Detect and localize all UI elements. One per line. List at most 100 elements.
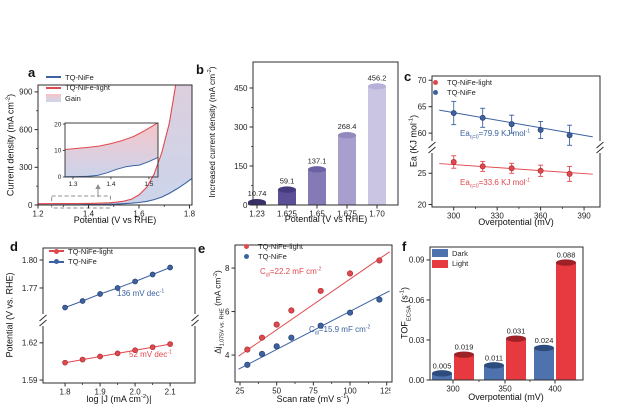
svg-text:1.4: 1.4 (106, 181, 115, 188)
panel-a-inset-graphics (65, 123, 158, 177)
panel-d-tafel-slope-dark: 136 mV dec-1 (117, 288, 165, 298)
rect-swatch (432, 259, 448, 268)
panel-b-xlabel: Potential (V vs RHE) (284, 214, 368, 224)
svg-text:330: 330 (490, 212, 504, 221)
dot-swatch (433, 79, 438, 85)
svg-text:150: 150 (234, 162, 248, 171)
panel-c-annotation-light: Eaη=0=33.6 KJ mol-1 (460, 177, 531, 190)
svg-text:0.031: 0.031 (507, 327, 526, 336)
svg-text:1.59: 1.59 (22, 376, 38, 385)
series-TQ-NiFe (439, 100, 593, 146)
panel-e-letter: e (198, 241, 206, 256)
svg-text:400: 400 (548, 385, 562, 394)
panel-d-ylabel: Potential (V vs. RHE) (4, 272, 15, 358)
legend-item: TQ-NiFe-light (428, 77, 492, 88)
legend-label: Dark (452, 248, 468, 258)
panel-a-ylabel: Current density (mA cm-2) (5, 93, 16, 197)
dot-swatch (433, 90, 438, 96)
series-TQ-NiFe-light (439, 155, 593, 182)
svg-text:2.0: 2.0 (130, 388, 142, 397)
svg-text:1.675: 1.675 (337, 210, 358, 219)
legend-item: TQ-NiFe (46, 72, 110, 83)
svg-text:1.23: 1.23 (249, 210, 265, 219)
line-dot-swatch (49, 259, 64, 265)
svg-text:1.6: 1.6 (133, 210, 145, 219)
svg-text:60: 60 (418, 129, 427, 138)
legend-label: Light (452, 259, 469, 269)
svg-text:0.024: 0.024 (535, 336, 554, 345)
series-TQ-NiFe-light (62, 341, 173, 366)
line-swatch (46, 86, 61, 89)
panel-d-legend: TQ-NiFe-light TQ-NiFe (49, 246, 113, 267)
legend-label: TQ-NiFe (447, 88, 476, 98)
panel-a-xlabel: Potential (V vs RHE) (73, 215, 157, 225)
svg-text:70: 70 (418, 76, 427, 85)
svg-text:75: 75 (309, 387, 318, 396)
svg-text:1.8: 1.8 (184, 210, 196, 219)
panel-c-ylabel: Ea (KJ mol-1) (408, 114, 419, 168)
panel-e-cdl-dark: Cdl=15.9 mF cm-2 (309, 324, 371, 337)
svg-text:0.011: 0.011 (485, 353, 503, 362)
panel-e-legend: TQ-NiFe-light TQ-NiFe (239, 241, 303, 262)
svg-text:0.088: 0.088 (557, 251, 576, 260)
svg-text:450: 450 (234, 84, 248, 93)
panel-b-letter: b (196, 62, 204, 77)
svg-text:10.74: 10.74 (248, 189, 267, 198)
legend-item: Gain (46, 93, 110, 104)
series-TQ-NiFe (62, 264, 173, 311)
svg-text:137.1: 137.1 (308, 156, 327, 165)
series-TQ-NiFe-light (238, 251, 390, 357)
panel-d-xlabel: log |J (mA cm-2)| (86, 394, 152, 404)
legend-label: TQ-NiFe-light (258, 241, 304, 251)
svg-text:0.06: 0.06 (409, 296, 425, 305)
svg-text:900: 900 (19, 88, 33, 97)
svg-text:1.80: 1.80 (22, 256, 38, 265)
line-swatch (46, 76, 61, 79)
legend-label: TQ-NiFe-light (68, 246, 114, 256)
svg-text:8: 8 (225, 264, 230, 273)
panel-c-letter: c (404, 69, 412, 84)
line-dot-swatch (49, 248, 64, 254)
svg-text:10: 10 (54, 148, 62, 155)
legend-item: TQ-NiFe-light (46, 83, 110, 94)
svg-text:1.2: 1.2 (32, 210, 44, 219)
legend-item: Light (432, 259, 468, 270)
panel-f-letter: f (402, 239, 407, 254)
legend-label: TQ-NiFe-light (447, 77, 493, 87)
svg-text:300: 300 (446, 385, 460, 394)
legend-label: TQ-NiFe (65, 72, 94, 82)
svg-text:360: 360 (534, 212, 548, 221)
svg-text:0.019: 0.019 (455, 343, 474, 352)
dot-swatch (244, 254, 249, 260)
svg-text:300: 300 (234, 123, 248, 132)
svg-text:6: 6 (225, 307, 230, 316)
legend-item: TQ-NiFe-light (239, 241, 303, 252)
svg-text:125: 125 (380, 387, 394, 396)
svg-text:1.8: 1.8 (60, 388, 72, 397)
svg-text:350: 350 (498, 385, 512, 394)
svg-text:1.9: 1.9 (95, 388, 107, 397)
panel-d-letter: d (10, 239, 18, 254)
svg-text:25: 25 (418, 169, 427, 178)
svg-text:59.1: 59.1 (280, 177, 295, 186)
svg-text:1.4: 1.4 (83, 210, 95, 219)
legend-item: TQ-NiFe (49, 257, 113, 268)
legend-label: TQ-NiFe (258, 252, 287, 262)
svg-text:65: 65 (418, 102, 427, 111)
svg-text:25: 25 (236, 387, 245, 396)
legend-item: TQ-NiFe-light (49, 246, 113, 257)
panel-b-ylabel: Increased current density (mA cm-2) (206, 66, 217, 198)
svg-text:300: 300 (447, 212, 461, 221)
svg-text:0.03: 0.03 (409, 336, 425, 345)
svg-text:0.005: 0.005 (433, 361, 452, 370)
svg-text:2.1: 2.1 (165, 388, 177, 397)
panel-e-cdl-light: Cdl=22.2 mF cm-2 (260, 266, 322, 279)
panel-c-legend: TQ-NiFe-light TQ-NiFe (428, 77, 492, 98)
svg-text:1.5: 1.5 (144, 181, 153, 188)
svg-text:1.70: 1.70 (369, 210, 385, 219)
legend-label: Gain (65, 93, 81, 103)
panel-e-xlabel: Scan rate (mV s-1) (276, 394, 350, 404)
svg-text:456.2: 456.2 (368, 73, 387, 82)
series-TQ-NiFe (238, 290, 390, 370)
